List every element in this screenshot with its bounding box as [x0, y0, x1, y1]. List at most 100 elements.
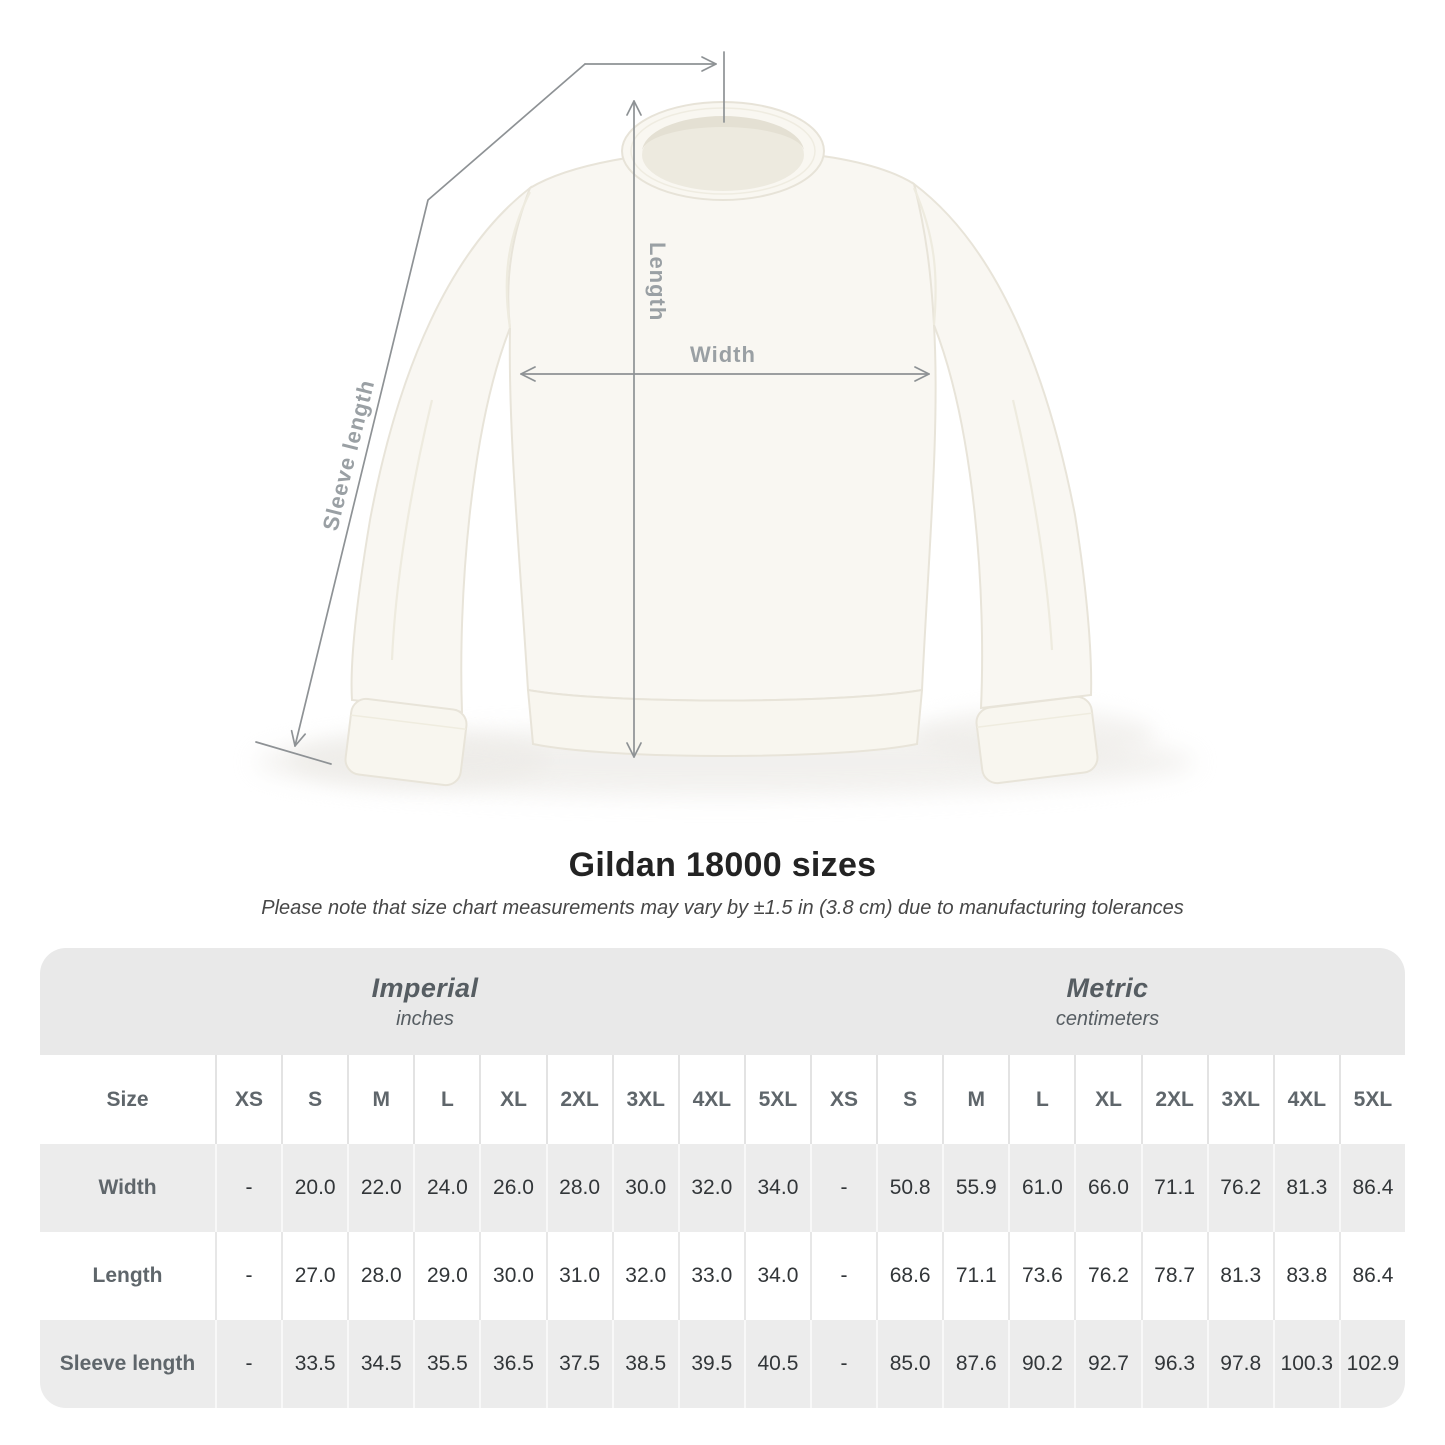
table-cell: 35.5 [413, 1320, 479, 1408]
group-label-metric: Metric [1066, 972, 1149, 1003]
table-cell: 38.5 [611, 1320, 678, 1408]
size-column-header: Size [106, 1087, 149, 1111]
size-header-row: Size XS S M L XL 2XL 3XL 4XL 5XL XS S M L XL 2XL 3XL 4XL… [40, 1055, 1405, 1144]
sweatshirt-illustration [344, 101, 1099, 787]
table-cell: 34.5 [347, 1320, 413, 1408]
table-cell: 87.6 [942, 1320, 1008, 1408]
row-label-sleeve-length: Sleeve length [59, 1352, 196, 1375]
size-header-cell: 2XL [545, 1055, 612, 1144]
table-cell: 30.0 [479, 1232, 545, 1320]
table-cell: 66.0 [1074, 1144, 1140, 1232]
group-sublabel-centimeters: centimeters [1055, 1007, 1160, 1030]
size-header-cell: 3XL [1206, 1055, 1273, 1144]
table-cell: 29.0 [413, 1232, 479, 1320]
size-header-cell: 4XL [1272, 1055, 1339, 1144]
table-cell: 55.9 [942, 1144, 1008, 1232]
size-header-cell: S [876, 1055, 942, 1144]
table-cell: - [215, 1144, 281, 1232]
width-label: Width [690, 342, 756, 367]
sleeve-length-label: Sleeve length [318, 377, 380, 533]
table-cell: 28.0 [347, 1232, 413, 1320]
table-cell: 39.5 [677, 1320, 744, 1408]
width-row: Width -20.0 22.0 24.0 26.0 28.0 30.0 32.0 34.0-… [40, 1144, 1405, 1232]
right-sleeve [912, 181, 1093, 710]
right-sleeve-fold [1011, 399, 1054, 651]
table-cell: - [215, 1232, 281, 1320]
table-cell: 76.2 [1206, 1144, 1273, 1232]
table-cell: 86.4 [1338, 1232, 1405, 1320]
length-label: Length [645, 242, 670, 321]
table-cell: 83.8 [1272, 1232, 1339, 1320]
table-cell: 20.0 [281, 1144, 347, 1232]
table-cell: 61.0 [1008, 1144, 1074, 1232]
size-header-cell: XS [215, 1055, 281, 1144]
group-label-imperial: Imperial [371, 972, 479, 1003]
size-header-cell: 2XL [1140, 1055, 1207, 1144]
table-cell: 73.6 [1008, 1232, 1074, 1320]
size-table: Imperial inches Metric centimeters Size … [40, 948, 1405, 1408]
table-cell: 78.7 [1140, 1232, 1207, 1320]
group-header-imperial: Imperial inches [40, 948, 810, 1055]
row-label-length: Length [92, 1264, 163, 1287]
table-cell: 86.4 [1338, 1144, 1405, 1232]
table-cell: 26.0 [479, 1144, 545, 1232]
table-cell: 30.0 [611, 1144, 678, 1232]
row-label-width: Width [98, 1176, 157, 1199]
table-cell: 81.3 [1206, 1232, 1273, 1320]
waistband [526, 688, 924, 757]
table-cell: 90.2 [1008, 1320, 1074, 1408]
length-dimension-line [626, 100, 642, 758]
table-cell: 76.2 [1074, 1232, 1140, 1320]
table-cell: 32.0 [611, 1232, 678, 1320]
table-cell: 85.0 [876, 1320, 942, 1408]
left-sleeve-fold [390, 399, 434, 661]
table-cell: 28.0 [545, 1144, 612, 1232]
table-cell: 34.0 [743, 1144, 810, 1232]
product-measurement-diagram: Length Width Sleeve length [255, 51, 1195, 796]
group-sublabel-inches: inches [396, 1007, 454, 1030]
page-title: Gildan 18000 sizes [568, 846, 877, 884]
table-cell: 33.5 [281, 1320, 347, 1408]
table-cell: 96.3 [1140, 1320, 1207, 1408]
left-armhole-seam [505, 191, 531, 329]
table-cell: 71.1 [1140, 1144, 1207, 1232]
table-cell: 37.5 [545, 1320, 612, 1408]
table-cell: 31.0 [545, 1232, 612, 1320]
size-header-cell: M [942, 1055, 1008, 1144]
width-dimension-line [520, 366, 930, 382]
size-header-cell: S [281, 1055, 347, 1144]
table-cell: 81.3 [1272, 1144, 1339, 1232]
size-header-cell: XS [810, 1055, 876, 1144]
table-cell: 102.9 [1338, 1320, 1405, 1408]
size-header-cell: XL [479, 1055, 545, 1144]
table-cell: 92.7 [1074, 1320, 1140, 1408]
right-cuff [975, 695, 1099, 785]
size-header-cell: 3XL [611, 1055, 678, 1144]
table-cell: 34.0 [743, 1232, 810, 1320]
left-sleeve [350, 185, 532, 714]
body [507, 148, 937, 702]
group-header-metric: Metric centimeters [810, 948, 1405, 1055]
table-cell: 50.8 [876, 1144, 942, 1232]
sleeve-length-row: Sleeve length -33.5 34.5 35.5 36.5 37.5 38.5 3… [40, 1320, 1405, 1408]
table-cell: 22.0 [347, 1144, 413, 1232]
size-header-cell: L [1008, 1055, 1074, 1144]
unit-group-header-row: Imperial inches Metric centimeters [40, 948, 1405, 1055]
table-cell: 97.8 [1206, 1320, 1273, 1408]
table-cell: 27.0 [281, 1232, 347, 1320]
table-cell: 33.0 [677, 1232, 744, 1320]
table-cell: 68.6 [876, 1232, 942, 1320]
right-armhole-seam [912, 187, 937, 326]
table-cell: - [810, 1232, 876, 1320]
length-row: Length -27.0 28.0 29.0 30.0 31.0 32.0 33.0 34.0… [40, 1232, 1405, 1320]
table-cell: - [215, 1320, 281, 1408]
sleeve-dimension-line [255, 51, 725, 765]
size-header-cell: 5XL [743, 1055, 810, 1144]
table-cell: 71.1 [942, 1232, 1008, 1320]
table-cell: - [810, 1144, 876, 1232]
tolerance-note: Please note that size chart measurements… [261, 897, 1184, 919]
size-header-cell: 5XL [1338, 1055, 1405, 1144]
size-header-cell: XL [1074, 1055, 1140, 1144]
left-cuff [344, 697, 468, 787]
